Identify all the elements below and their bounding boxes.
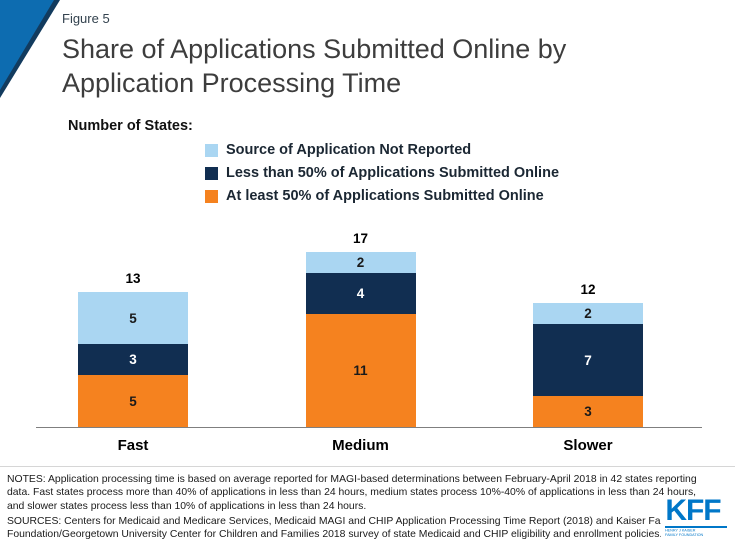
bar-total-label: 12 <box>580 282 596 298</box>
bar-segment: 5 <box>78 375 188 428</box>
bar-total-label: 13 <box>125 271 141 287</box>
category-labels-row: Fast Medium Slower <box>78 437 643 454</box>
bar-segment: 11 <box>305 314 416 428</box>
bar-fast: 13 5 3 5 <box>78 271 188 428</box>
category-label: Slower <box>563 437 613 455</box>
x-axis-line <box>36 427 702 429</box>
legend-item-at-least-50: At least 50% of Applications Submitted O… <box>205 188 735 204</box>
bar-segment: 5 <box>78 292 188 345</box>
legend-swatch-at-least-50 <box>205 189 218 203</box>
legend-label-not-reported: Source of Application Not Reported <box>226 142 472 159</box>
figure-label: Figure 5 <box>62 11 110 26</box>
category-label: Fast <box>117 437 149 455</box>
bar-segment: 3 <box>533 396 643 428</box>
corner-accent-blue <box>0 0 54 90</box>
bar-medium: 17 2 4 11 <box>305 231 416 428</box>
legend-item-not-reported: Source of Application Not Reported <box>205 142 735 158</box>
bars-row: 13 5 3 5 17 2 4 11 12 2 7 3 <box>78 216 643 428</box>
kff-logo-tagline: HENRY J KAISER FAMILY FOUNDATION <box>665 529 703 538</box>
page-title: Share of Applications Submitted Online b… <box>62 32 662 100</box>
legend-items: Source of Application Not Reported Less … <box>205 142 735 204</box>
kff-logo-text: KFF <box>665 493 721 527</box>
kff-logo-rule <box>665 526 727 529</box>
header: Figure 5 Share of Applications Submitted… <box>0 0 735 100</box>
notes-text: NOTES: Application processing time is ba… <box>7 474 697 512</box>
legend-heading: Number of States: <box>68 118 193 135</box>
kff-tagline-line-2: FAMILY FOUNDATION <box>665 533 704 538</box>
category-label: Medium <box>332 437 389 455</box>
legend-item-less-than-50: Less than 50% of Applications Submitted … <box>205 165 735 181</box>
bar-segment: 2 <box>305 252 416 274</box>
bar-total-label: 17 <box>352 231 369 247</box>
footer: NOTES: Application processing time is ba… <box>0 466 735 551</box>
sources-text: SOURCES: Centers for Medicaid and Medica… <box>7 515 680 541</box>
bar-segment: 7 <box>533 324 643 397</box>
legend-label-less-than-50: Less than 50% of Applications Submitted … <box>226 165 560 182</box>
title-line-2: Application Processing Time <box>62 68 402 99</box>
legend: Number of States: Source of Application … <box>68 118 735 204</box>
bar-segment: 3 <box>78 344 188 376</box>
legend-swatch-not-reported <box>205 143 218 157</box>
legend-swatch-less-than-50 <box>205 166 218 180</box>
kff-logo: KFF HENRY J KAISER FAMILY FOUNDATION <box>661 493 727 543</box>
kff-tagline-line-1: HENRY J KAISER <box>665 529 696 533</box>
stacked-bar-chart: 13 5 3 5 17 2 4 11 12 2 7 3 <box>0 216 735 429</box>
bar-slower: 12 2 7 3 <box>533 282 643 428</box>
title-line-1: Share of Applications Submitted Online b… <box>62 34 567 64</box>
bar-segment: 4 <box>305 273 416 315</box>
legend-label-at-least-50: At least 50% of Applications Submitted O… <box>226 188 544 205</box>
bar-segment: 2 <box>533 303 643 325</box>
